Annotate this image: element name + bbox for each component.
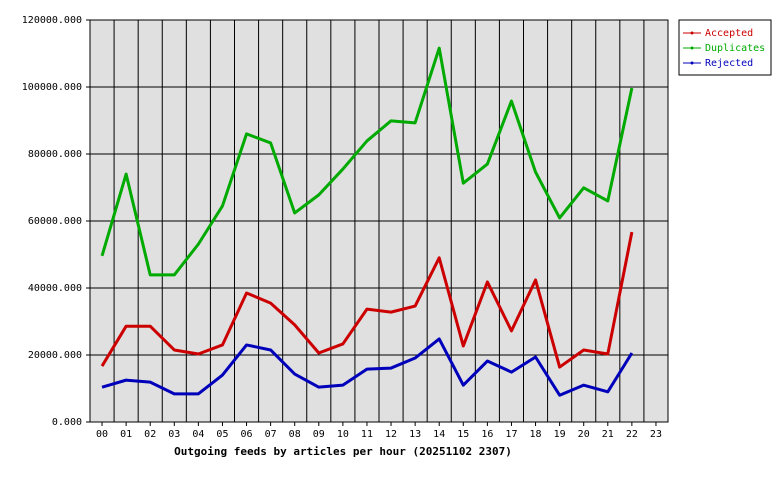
x-tick-label: 14 [433,429,445,440]
legend-label: Duplicates [705,43,765,54]
series-line [101,337,634,397]
y-tick-label: 20000.000 [28,350,82,361]
x-tick-label: 15 [457,429,469,440]
legend-label: Accepted [705,28,753,39]
x-tick-label: 21 [602,429,614,440]
x-tick-label: 13 [409,429,421,440]
x-tick-label: 04 [192,429,204,440]
x-tick-label: 12 [385,429,397,440]
x-tick-label: 05 [216,429,228,440]
legend-dot [690,31,694,35]
y-tick-label: 0.000 [52,417,82,428]
x-tick-label: 11 [361,429,373,440]
x-tick-label: 20 [578,429,590,440]
y-tick-label: 120000.000 [22,15,82,26]
y-tick-label: 60000.000 [28,216,82,227]
x-tick-label: 08 [289,429,301,440]
x-axis-label: Outgoing feeds by articles per hour (202… [174,445,512,458]
x-tick-label: 18 [530,429,542,440]
x-tick-label: 16 [481,429,493,440]
y-tick-label: 40000.000 [28,283,82,294]
legend-dot [690,61,694,65]
y-tick-label: 100000.000 [22,82,82,93]
x-tick-label: 22 [626,429,638,440]
x-tick-label: 09 [313,429,325,440]
x-tick-label: 17 [505,429,517,440]
series-line [100,231,634,369]
x-tick-label: 00 [96,429,108,440]
x-tick-label: 23 [650,429,662,440]
x-tick-label: 10 [337,429,349,440]
y-tick-label: 80000.000 [28,149,82,160]
x-tick-label: 01 [120,429,132,440]
legend-dot [690,46,694,50]
x-tick-label: 19 [554,429,566,440]
x-tick-label: 07 [265,429,277,440]
x-tick-label: 06 [241,429,253,440]
series-line [100,46,634,277]
legend-label: Rejected [705,58,753,69]
x-tick-label: 02 [144,429,156,440]
x-tick-label: 03 [168,429,180,440]
